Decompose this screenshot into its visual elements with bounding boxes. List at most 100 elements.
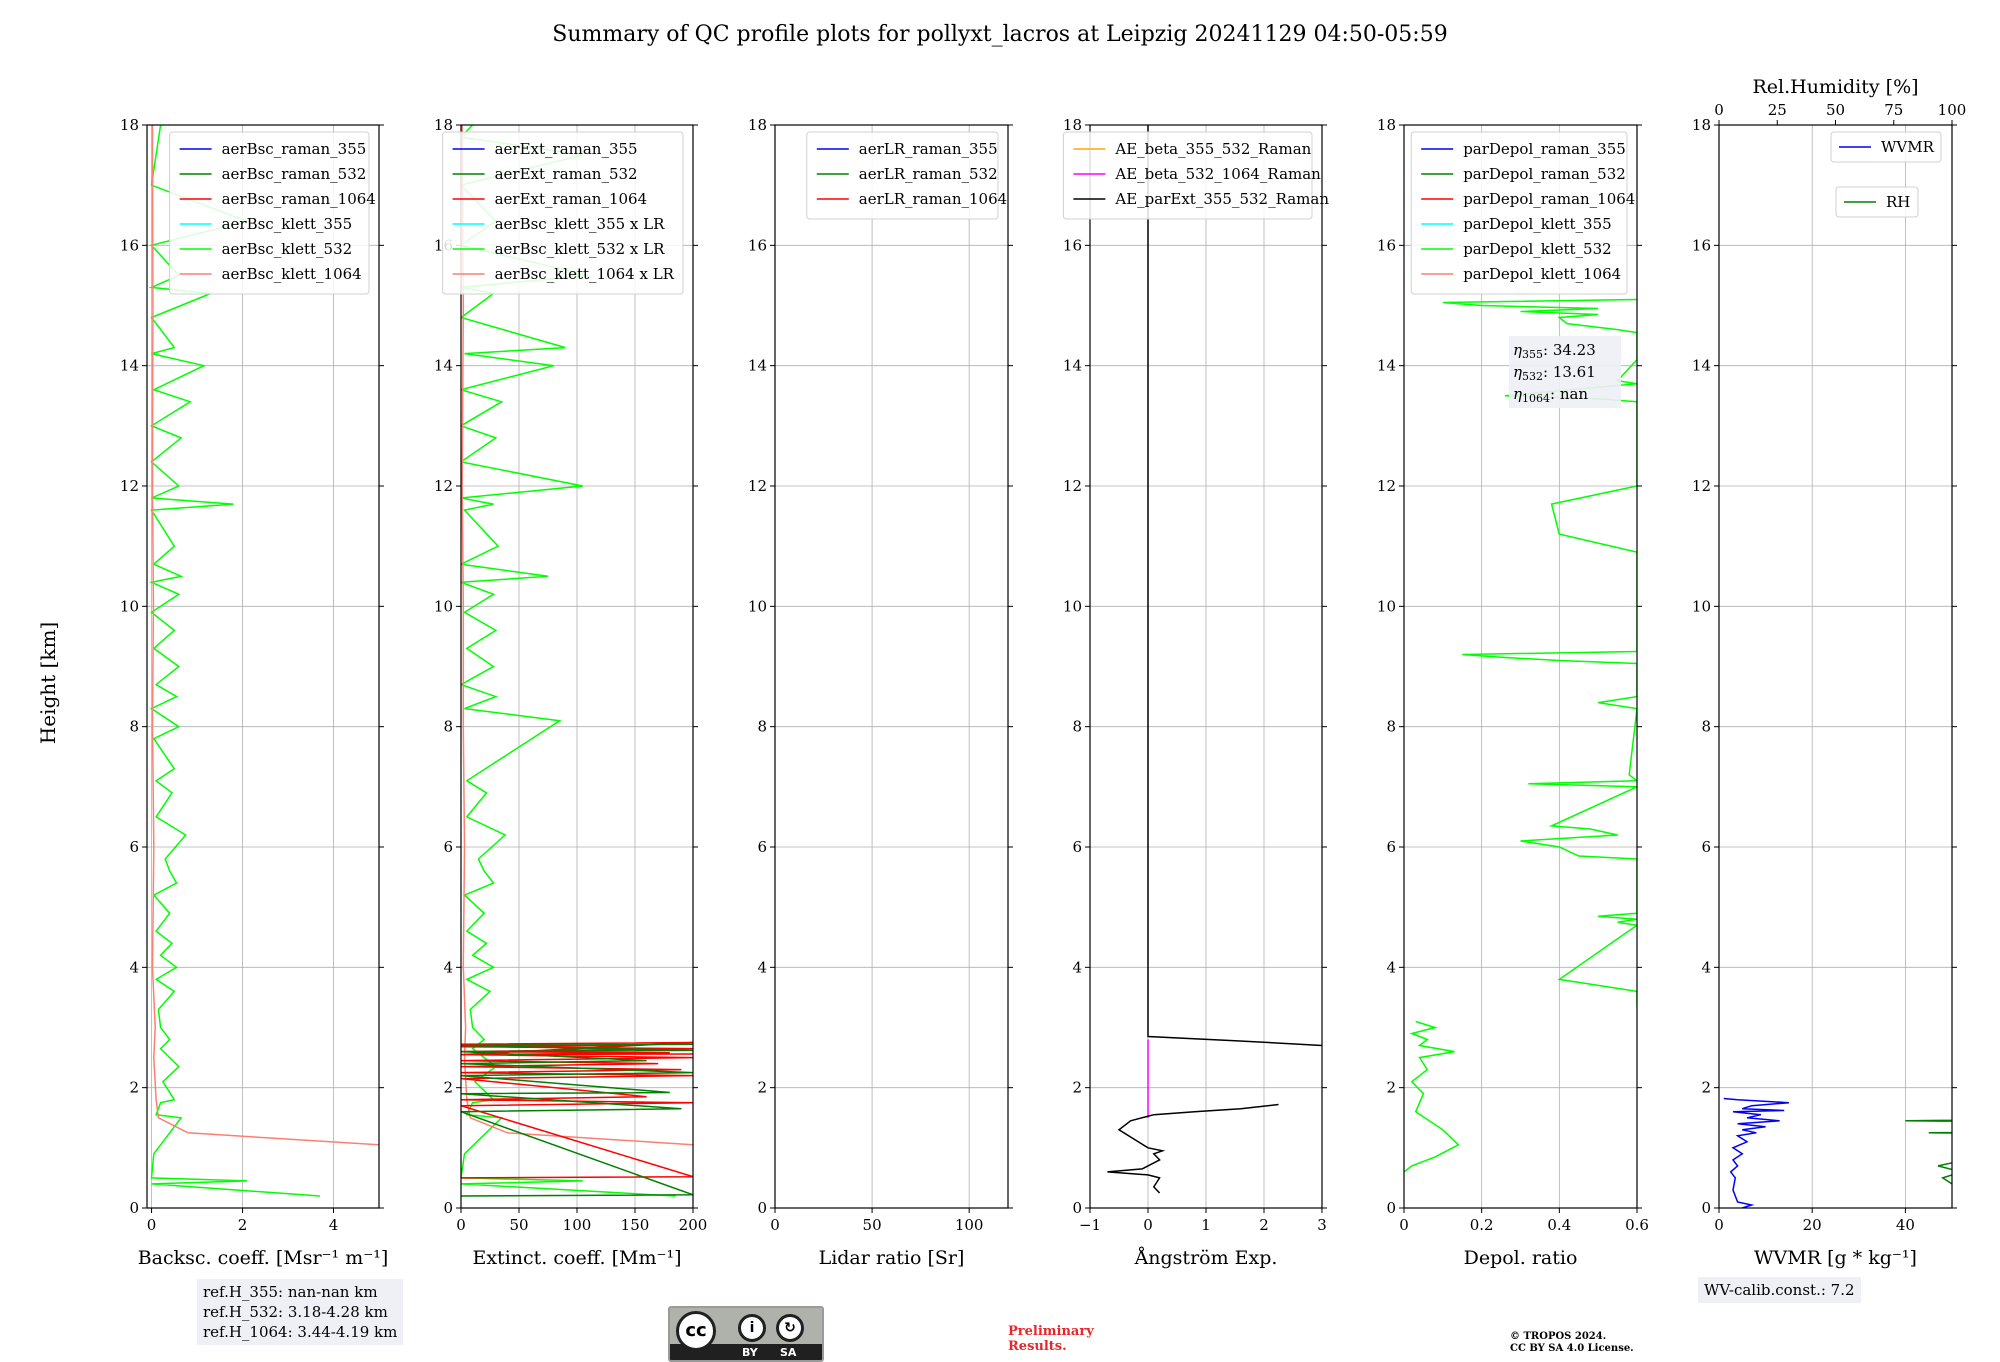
legend-label: aerExt_raman_355 [495, 140, 638, 158]
sa-label: SA [780, 1346, 797, 1359]
legend-label: aerBsc_raman_355 [222, 140, 367, 158]
series-line-aerBsc_klett_1064 x LR [461, 125, 693, 1146]
x-tick-label: −1 [1079, 1216, 1101, 1234]
copyright-line-2: CC BY SA 4.0 License. [1510, 1343, 1634, 1354]
x-tick-label: 2 [238, 1216, 248, 1234]
legend-label: aerBsc_raman_532 [222, 165, 367, 183]
y-tick-label: 6 [1386, 838, 1396, 856]
cc-license-badge: cc i ↻ BY SA [668, 1306, 824, 1362]
y-tick-label: 18 [120, 116, 139, 134]
by-label: BY [742, 1346, 758, 1359]
reference-height-box: ref.H_355: nan-nan km ref.H_532: 3.18-4.… [197, 1279, 404, 1345]
eta-1064: η1064: nan [1513, 385, 1588, 405]
legend: aerBsc_raman_355 aerBsc_raman_532 aerBsc_r… [169, 131, 376, 295]
y-tick-label: 16 [120, 236, 139, 254]
legend-box [1410, 131, 1628, 295]
y-tick-label: 14 [434, 357, 453, 375]
legend-box [442, 131, 684, 295]
legend-label: RH [1886, 193, 1910, 211]
copyright-line-1: © TROPOS 2024. [1510, 1331, 1607, 1342]
legend-label: aerBsc_klett_532 [222, 240, 353, 258]
y-tick-label: 2 [129, 1079, 139, 1097]
y-tick-label: 10 [1377, 597, 1396, 615]
y-tick-label: 4 [129, 958, 139, 976]
wv-calib-box: WV-calib.const.: 7.2 [1698, 1277, 1861, 1303]
ref-h-1064: ref.H_1064: 3.44-4.19 km [203, 1323, 398, 1341]
legend-label: aerBsc_klett_355 [222, 215, 353, 233]
y-tick-label: 18 [1063, 116, 1082, 134]
legend-WVMR: WVMR [1830, 131, 1942, 163]
panel-3: 0 2 4 6 8 10 12 14 16 18 0 50 100 Lidar ratio [Sr] aer… [748, 116, 1013, 1269]
y-tick-label: 8 [1701, 718, 1711, 736]
y-tick-label: 8 [757, 718, 767, 736]
preliminary-line-1: Preliminary [1008, 1324, 1094, 1339]
legend-label: aerExt_raman_1064 [495, 190, 648, 208]
x-tick-label: 0 [1714, 1216, 1724, 1234]
series-group [461, 125, 693, 1197]
eta-box [1509, 336, 1621, 408]
y-tick-label: 14 [120, 357, 139, 375]
legend-label: aerBsc_klett_355 x LR [495, 215, 666, 233]
x-tick-label: 150 [621, 1216, 650, 1234]
x-tick-label: 50 [509, 1216, 528, 1234]
axes-frame [1718, 124, 1953, 1209]
preliminary-line-2: Results. [1008, 1339, 1067, 1354]
series-line-AE_parExt_355_532_Raman [1147, 125, 1322, 1047]
legend-label: parDepol_klett_1064 [1463, 265, 1621, 283]
x-tick-label: 0 [1399, 1216, 1409, 1234]
panel-5: 0 2 4 6 8 10 12 14 16 18 0 0.2 0.4 0.6 Depol. ratio par… [1377, 116, 1649, 1269]
y-tick-label: 4 [443, 958, 453, 976]
y-tick-label: 12 [1377, 477, 1396, 495]
legend-label: parDepol_klett_355 [1463, 215, 1612, 233]
y-tick-label: 12 [434, 477, 453, 495]
x-tick-label: 100 [563, 1216, 592, 1234]
legend-box [1062, 131, 1313, 220]
x-top-tick-label: 50 [1826, 101, 1845, 119]
x-axis-label: Extinct. coeff. [Mm⁻¹] [472, 1247, 681, 1269]
legend-box [1835, 186, 1919, 218]
y-tick-label: 12 [1692, 477, 1711, 495]
x-tick-label: 200 [679, 1216, 708, 1234]
y-tick-label: 6 [757, 838, 767, 856]
y-tick-label: 10 [1692, 597, 1711, 615]
legend-label: aerExt_raman_532 [495, 165, 638, 183]
x-tick-label: 100 [955, 1216, 984, 1234]
x-axis-label: Lidar ratio [Sr] [819, 1247, 965, 1269]
eta-355: η355: 34.23 [1513, 341, 1596, 361]
y-tick-label: 6 [443, 838, 453, 856]
y-tick-label: 4 [1072, 958, 1082, 976]
figure-title: Summary of QC profile plots for pollyxt_… [552, 22, 1448, 47]
y-tick-label: 16 [1377, 236, 1396, 254]
legend-box [806, 131, 999, 220]
y-tick-label: 18 [1692, 116, 1711, 134]
axes-frame [1403, 124, 1638, 1209]
ref-h-355: ref.H_355: nan-nan km [203, 1283, 378, 1301]
y-tick-label: 18 [1377, 116, 1396, 134]
legend: parDepol_raman_355 parDepol_raman_532 parD… [1410, 131, 1635, 295]
y-tick-label: 8 [129, 718, 139, 736]
y-tick-label: 0 [1701, 1199, 1711, 1217]
series-group [1404, 298, 1637, 1173]
series-line-AE_parExt_355_532_Raman [1107, 1103, 1279, 1194]
panel-2: 024681012141618050100150200Extinct. coef… [434, 116, 707, 1269]
legend-label: aerBsc_raman_1064 [222, 190, 376, 208]
legend-label: aerBsc_klett_1064 x LR [495, 265, 675, 283]
y-tick-label: 0 [443, 1199, 453, 1217]
x-axis-label: Ångström Exp. [1134, 1247, 1278, 1269]
legend: AE_beta_355_532_Raman AE_beta_532_1064_Ra… [1062, 131, 1329, 220]
y-tick-label: 2 [1072, 1079, 1082, 1097]
series-line-aerBsc_klett_532 [148, 125, 320, 1197]
legend-label: parDepol_raman_355 [1463, 140, 1626, 158]
y-tick-label: 10 [120, 597, 139, 615]
series-line-RH [1905, 1101, 1952, 1185]
x-tick-label: 1 [1201, 1216, 1211, 1234]
x-tick-label: 0 [147, 1216, 157, 1234]
y-tick-label: 0 [757, 1199, 767, 1217]
x-tick-label: 0 [456, 1216, 466, 1234]
legend-label: parDepol_raman_532 [1463, 165, 1626, 183]
legend-label: aerBsc_klett_532 x LR [495, 240, 666, 258]
y-tick-label: 12 [748, 477, 767, 495]
